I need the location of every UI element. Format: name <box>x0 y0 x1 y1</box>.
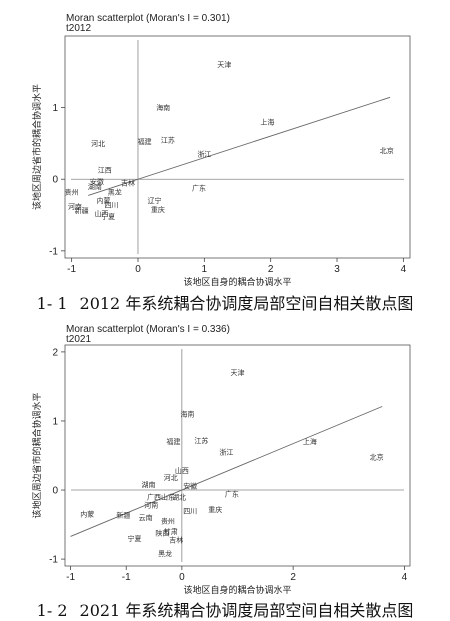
x-tick-label: 2 <box>268 264 274 275</box>
y-tick-label: 1 <box>52 103 58 114</box>
province-point-label: 内蒙 <box>96 196 110 205</box>
x-axis-label: 该地区自身的耦合协调水平 <box>183 276 291 288</box>
x-tick-label: 3 <box>334 264 340 275</box>
figure-caption-text: 2021 年系统耦合协调度局部空间自相关散点图 <box>79 601 414 620</box>
province-point-label: 宁夏 <box>128 534 142 543</box>
province-point-label: 山东 <box>161 492 175 501</box>
figure-number: 1- 1 <box>36 294 68 313</box>
province-point-label: 天津 <box>231 369 245 377</box>
figure-caption-text: 2012 年系统耦合协调度局部空间自相关散点图 <box>79 294 414 313</box>
province-point-label: 天津 <box>217 61 231 69</box>
province-point-label: 河南 <box>144 501 158 510</box>
province-point-label: 上海 <box>303 437 317 446</box>
x-tick-label: 4 <box>402 572 408 583</box>
province-point-label: 新疆 <box>75 206 89 215</box>
province-point-label: 广东 <box>225 490 239 499</box>
chart-title: Moran scatterplot (Moran's I = 0.301) <box>66 13 230 24</box>
province-point-label: 江苏 <box>161 135 175 144</box>
y-tick-label: 2 <box>52 347 58 358</box>
province-point-label: 宁夏 <box>101 212 115 221</box>
province-point-label: 海南 <box>180 410 194 419</box>
x-tick-label: -1 <box>67 264 76 275</box>
chart-title: Moran scatterplot (Moran's I = 0.336) <box>66 324 230 335</box>
chart-subtitle: t2012 <box>66 23 92 34</box>
province-point-label: 山西 <box>175 466 189 475</box>
y-tick-label: -1 <box>49 246 58 257</box>
province-point-label: 四川 <box>104 202 118 210</box>
figure-number: 1- 2 <box>36 601 68 620</box>
plot-frame <box>64 344 411 567</box>
province-point-label: 四川 <box>183 507 197 515</box>
figure-caption: 1- 2 2021 年系统耦合协调度局部空间自相关散点图 <box>0 597 450 621</box>
plot-frame <box>64 35 411 259</box>
scatter-plot-2012: -1 0 1 2 3 4-101该地区自身的耦合协调水平该地区周边省市的耦合协调水平天津海… <box>31 35 411 288</box>
province-point-label: 黑龙 <box>108 188 122 197</box>
province-point-label: 上海 <box>260 117 274 126</box>
y-tick-label: 1 <box>52 416 58 427</box>
province-point-label: 湖北 <box>172 492 186 501</box>
x-tick-label: -1 <box>66 572 75 583</box>
province-point-label: 辽宁 <box>148 196 162 205</box>
province-point-label: 北京 <box>370 452 384 461</box>
province-point-label: 吉林 <box>169 535 183 544</box>
x-axis-label: 该地区自身的耦合协调水平 <box>183 584 291 596</box>
province-point-label: 重庆 <box>151 205 165 214</box>
province-point-label: 安徽 <box>90 177 104 186</box>
province-point-label: 重庆 <box>208 505 222 514</box>
y-axis-label: 该地区周边省市的耦合协调水平 <box>31 392 43 518</box>
x-tick-label: 0 <box>135 264 141 275</box>
province-point-label: 海南 <box>156 103 170 112</box>
province-point-label: 河北 <box>164 474 178 482</box>
province-point-label: 云南 <box>139 513 153 522</box>
province-point-label: 湖南 <box>141 480 155 489</box>
province-point-label: 陕西 <box>155 528 169 537</box>
moran-panel-2012: Moran scatterplot (Moran's I = 0.301) t2… <box>0 0 450 313</box>
province-point-label: 广东 <box>192 183 206 192</box>
x-tick-label: -1 <box>122 572 131 583</box>
x-tick-label: 4 <box>401 264 407 275</box>
province-point-label: 浙江 <box>197 150 211 159</box>
province-point-label: 山西 <box>94 209 108 218</box>
province-point-label: 安徽 <box>183 481 197 490</box>
chart-subtitle: t2021 <box>66 334 92 345</box>
province-point-label: 甘肃 <box>164 527 178 536</box>
x-tick-label: 0 <box>179 572 185 583</box>
province-point-label: 湖南 <box>88 182 102 191</box>
moran-panel-2021: Moran scatterplot (Moran's I = 0.336) t2… <box>0 310 450 621</box>
fit-line <box>70 406 383 537</box>
province-point-label: 江苏 <box>194 436 208 445</box>
x-tick-label: 1 <box>202 264 208 275</box>
province-point-label: 黑龙 <box>158 549 172 558</box>
x-tick-label: 2 <box>290 572 296 583</box>
fit-line <box>88 96 391 196</box>
figure-caption: 1- 1 2012 年系统耦合协调度局部空间自相关散点图 <box>0 290 450 314</box>
province-point-label: 广西 <box>147 492 161 501</box>
province-point-label: 内蒙 <box>80 510 94 519</box>
scatter-plot-2021: -1 -1 0 2 4-1012该地区自身的耦合协调水平该地区周边省市的耦合协调水平天津… <box>31 344 411 596</box>
province-point-label: 福建 <box>138 137 152 146</box>
province-point-label: 福建 <box>167 437 181 446</box>
province-point-label: 浙江 <box>219 448 233 457</box>
y-axis-label: 该地区周边省市的耦合协调水平 <box>31 84 43 210</box>
province-point-label: 江西 <box>98 166 112 174</box>
province-point-label: 贵州 <box>65 188 79 197</box>
y-tick-label: 0 <box>52 175 58 186</box>
province-point-label: 河南 <box>68 202 82 211</box>
y-tick-label: 0 <box>52 486 58 497</box>
province-point-label: 河北 <box>91 140 105 148</box>
province-point-label: 北京 <box>380 146 394 155</box>
province-point-label: 新疆 <box>116 510 130 519</box>
y-tick-label: -1 <box>49 555 58 566</box>
province-point-label: 贵州 <box>161 517 175 526</box>
province-point-label: 吉林 <box>121 178 135 187</box>
